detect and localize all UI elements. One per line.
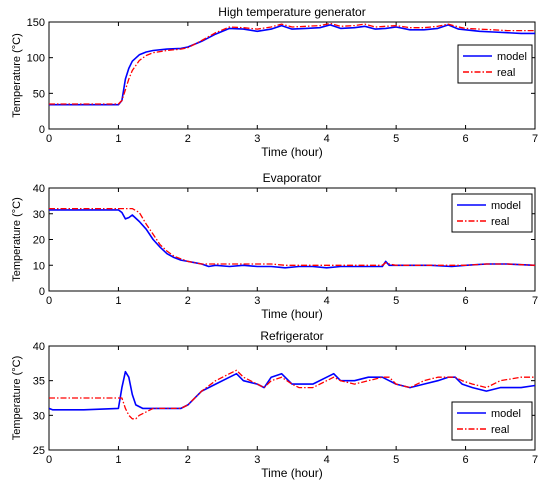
legend-label: real — [497, 67, 515, 79]
x-tick-label: 7 — [532, 133, 538, 145]
x-tick-label: 6 — [463, 133, 469, 145]
x-tick-label: 2 — [185, 133, 191, 145]
x-tick-label: 1 — [115, 454, 121, 466]
legend: model real — [451, 193, 533, 233]
x-tick-label: 2 — [185, 454, 191, 466]
x-tick-label: 4 — [324, 454, 330, 466]
y-tick-label: 0 — [39, 124, 45, 136]
x-tick-label: 4 — [324, 295, 330, 307]
y-tick-label: 30 — [33, 410, 45, 422]
x-axis-label: Time (hour) — [261, 145, 323, 159]
legend-label: model — [491, 200, 521, 212]
y-tick-label: 150 — [27, 17, 45, 29]
x-tick-label: 3 — [254, 295, 260, 307]
legend-label: model — [491, 408, 521, 420]
series-line-real — [49, 207, 535, 266]
x-tick-label: 1 — [115, 295, 121, 307]
x-axis-label: Time (hour) — [261, 466, 323, 480]
x-tick-label: 5 — [393, 133, 399, 145]
series-line-model — [49, 370, 535, 411]
x-tick-label: 5 — [393, 454, 399, 466]
y-tick-label: 40 — [33, 341, 45, 353]
series-group — [49, 369, 535, 420]
legend-label: real — [491, 424, 509, 436]
series-line-real — [49, 22, 535, 105]
series-line-real — [49, 369, 535, 420]
y-tick-label: 30 — [33, 209, 45, 221]
x-tick-label: 6 — [463, 454, 469, 466]
x-tick-label: 0 — [46, 295, 52, 307]
x-tick-label: 3 — [254, 133, 260, 145]
chart-title: Evaporator — [263, 171, 322, 185]
y-tick-label: 25 — [33, 445, 45, 457]
x-tick-label: 7 — [532, 295, 538, 307]
y-tick-label: 40 — [33, 183, 45, 195]
y-tick-label: 20 — [33, 235, 45, 247]
x-axis-label: Time (hour) — [261, 307, 323, 321]
x-tick-label: 5 — [393, 295, 399, 307]
y-axis-label: Temperature (°C) — [11, 33, 23, 117]
y-tick-label: 50 — [33, 88, 45, 100]
chart-panel-1: High temperature generator 0 1 2 3 4 5 6 7 0 50 100… — [11, 5, 538, 159]
series-line-model — [49, 24, 535, 106]
legend: model real — [451, 401, 533, 441]
x-tick-label: 0 — [46, 133, 52, 145]
chart-panel-2: Evaporator 0 1 2 3 4 5 6 7 0 10 20 30 40 Time (hour) Te… — [11, 171, 538, 321]
x-tick-label: 3 — [254, 454, 260, 466]
y-tick-label: 100 — [27, 53, 45, 65]
legend-label: model — [497, 51, 527, 63]
x-tick-label: 1 — [115, 133, 121, 145]
x-tick-label: 0 — [46, 454, 52, 466]
legend-box — [457, 44, 533, 84]
legend-label: real — [491, 216, 509, 228]
x-tick-label: 2 — [185, 295, 191, 307]
chart-title: Refrigerator — [260, 329, 323, 343]
series-group — [49, 22, 535, 106]
x-tick-label: 6 — [463, 295, 469, 307]
y-axis-label: Temperature (°C) — [11, 356, 23, 440]
legend: model real — [457, 44, 533, 84]
series-group — [49, 207, 535, 269]
chart-panel-3: Refrigerator 0 1 2 3 4 5 6 7 25 30 35 40 Time (hour) T… — [11, 329, 538, 480]
x-tick-label: 4 — [324, 133, 330, 145]
legend-box — [451, 401, 533, 441]
y-axis-label: Temperature (°C) — [11, 197, 23, 281]
legend-box — [451, 193, 533, 233]
y-tick-label: 10 — [33, 260, 45, 272]
chart-title: High temperature generator — [218, 5, 365, 19]
x-tick-label: 7 — [532, 454, 538, 466]
y-tick-label: 35 — [33, 376, 45, 388]
y-tick-label: 0 — [39, 286, 45, 298]
